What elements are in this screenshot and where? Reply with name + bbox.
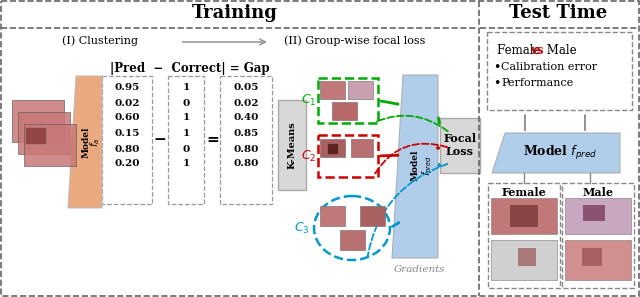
Bar: [318, 135, 378, 177]
Bar: [351, 139, 373, 157]
Bar: [348, 81, 373, 99]
Text: =: =: [207, 133, 220, 147]
Text: $C_2$: $C_2$: [301, 148, 316, 164]
Bar: [340, 230, 365, 250]
Text: $f_{pred}$: $f_{pred}$: [421, 154, 435, 176]
Text: •: •: [493, 61, 500, 73]
Bar: [18, 112, 70, 154]
Bar: [320, 81, 345, 99]
Polygon shape: [492, 133, 620, 173]
Text: 0.95: 0.95: [115, 83, 140, 92]
Text: $C_3$: $C_3$: [294, 220, 310, 236]
Bar: [440, 118, 480, 173]
Bar: [168, 76, 204, 204]
Text: 0: 0: [182, 99, 189, 108]
Bar: [488, 183, 560, 288]
Bar: [318, 78, 378, 123]
Text: vs: vs: [530, 43, 543, 56]
Bar: [518, 248, 536, 266]
Text: 0.85: 0.85: [234, 129, 259, 138]
Bar: [24, 124, 76, 166]
Text: Model $f_{pred}$: Model $f_{pred}$: [523, 144, 597, 162]
Bar: [102, 76, 152, 204]
Polygon shape: [68, 76, 102, 208]
Text: 0.02: 0.02: [233, 99, 259, 108]
Text: 0.60: 0.60: [115, 113, 140, 122]
Bar: [220, 76, 272, 204]
Text: 0.05: 0.05: [234, 83, 259, 92]
Text: 1: 1: [182, 83, 189, 92]
Text: Performance: Performance: [501, 78, 573, 88]
Bar: [510, 205, 538, 227]
Bar: [320, 206, 345, 226]
Text: 0: 0: [182, 145, 189, 154]
Text: (I) Clustering: (I) Clustering: [62, 35, 138, 45]
Text: •: •: [493, 77, 500, 89]
Polygon shape: [392, 75, 438, 258]
Text: |Pred  −  Correct| = Gap: |Pred − Correct| = Gap: [110, 62, 270, 75]
Bar: [26, 128, 46, 144]
Text: Model: Model: [410, 149, 419, 181]
Text: Male: Male: [543, 43, 577, 56]
Bar: [278, 100, 306, 190]
Text: 0.80: 0.80: [115, 145, 140, 154]
Text: $C_1$: $C_1$: [301, 93, 316, 108]
Text: Female: Female: [502, 187, 547, 198]
Bar: [491, 240, 557, 280]
Text: K-Means: K-Means: [287, 121, 296, 169]
Text: 0.40: 0.40: [234, 113, 259, 122]
Text: (II) Group-wise focal loss: (II) Group-wise focal loss: [284, 35, 426, 45]
Bar: [582, 248, 602, 266]
Bar: [491, 198, 557, 234]
Text: 0.80: 0.80: [234, 145, 259, 154]
Text: 0.20: 0.20: [115, 159, 140, 168]
Text: 1: 1: [182, 113, 189, 122]
Text: 0.80: 0.80: [234, 159, 259, 168]
Text: 0.15: 0.15: [115, 129, 140, 138]
Text: Calibration error: Calibration error: [501, 62, 597, 72]
Text: $f_a$: $f_a$: [88, 138, 102, 146]
Bar: [328, 144, 338, 154]
Bar: [360, 206, 385, 226]
Bar: [583, 205, 605, 221]
Text: Male: Male: [582, 187, 614, 198]
Bar: [487, 32, 632, 110]
Bar: [565, 240, 631, 280]
Text: Training: Training: [192, 4, 278, 22]
Text: −: −: [154, 133, 166, 147]
Bar: [12, 100, 64, 142]
Bar: [320, 139, 345, 157]
Text: 1: 1: [182, 159, 189, 168]
Text: Female: Female: [497, 43, 544, 56]
Bar: [332, 102, 357, 120]
Text: 0.02: 0.02: [115, 99, 140, 108]
Text: 1: 1: [182, 129, 189, 138]
Text: Model: Model: [81, 126, 90, 158]
Text: Focal
Loss: Focal Loss: [444, 133, 477, 157]
Text: Test Time: Test Time: [509, 4, 607, 22]
Text: Gradients: Gradients: [394, 266, 446, 274]
Bar: [565, 198, 631, 234]
Bar: [562, 183, 634, 288]
